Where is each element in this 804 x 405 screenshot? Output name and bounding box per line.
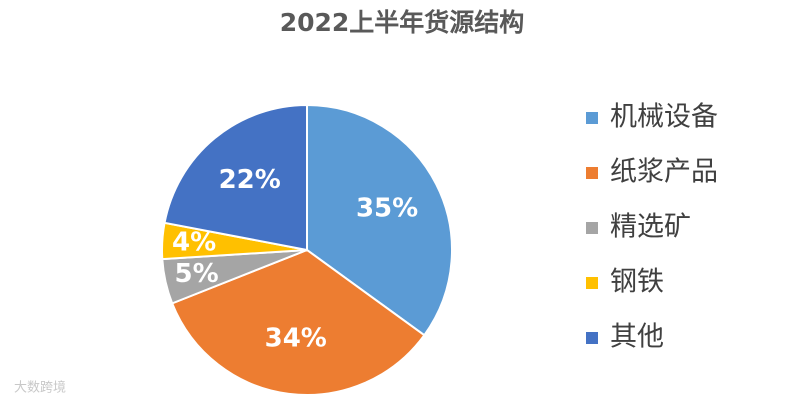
legend-label: 机械设备 [610,102,718,133]
legend-label: 精选矿 [610,212,691,243]
data-label: 22% [219,165,281,195]
data-label: 4% [172,227,216,257]
watermark: 大数跨境 [14,381,66,396]
legend-label: 钢铁 [610,267,664,298]
data-label: 5% [175,259,219,289]
legend-swatch [586,222,598,234]
pie-slice [306,103,453,337]
data-label: 35% [356,194,418,224]
data-label: 34% [265,324,327,354]
pie-slice [163,103,308,252]
chart-title: 2022上半年货源结构 [280,8,525,37]
legend-swatch [586,277,598,289]
legend-label: 纸浆产品 [610,157,718,188]
pie-slice [170,248,426,396]
legend-swatch [586,332,598,344]
legend-swatch [586,167,598,179]
legend-swatch [586,112,598,124]
legend-label: 其他 [610,322,664,353]
